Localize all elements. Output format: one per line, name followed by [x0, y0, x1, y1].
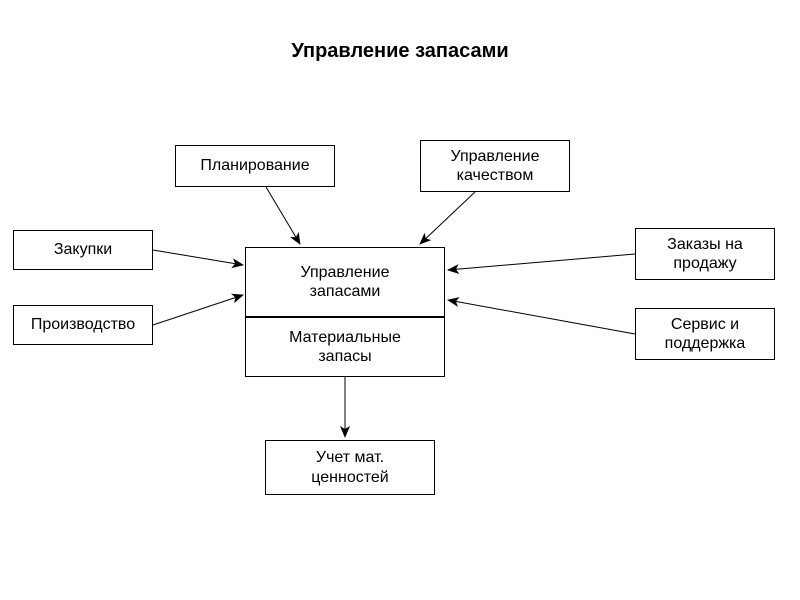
- node-planning: Планирование: [175, 145, 335, 187]
- edge-purchase: [153, 250, 243, 265]
- edge-planning: [266, 187, 300, 244]
- edge-service: [448, 300, 635, 334]
- node-center_top: Управлениезапасами: [245, 247, 445, 317]
- diagram-title: Управление запасами: [0, 40, 800, 63]
- edge-orders: [448, 254, 635, 270]
- node-center_bot: Материальныезапасы: [245, 317, 445, 377]
- node-production: Производство: [13, 305, 153, 345]
- node-purchase: Закупки: [13, 230, 153, 270]
- node-service: Сервис иподдержка: [635, 308, 775, 360]
- node-quality: Управлениекачеством: [420, 140, 570, 192]
- edge-production: [153, 295, 243, 325]
- edge-quality: [420, 192, 475, 244]
- node-orders: Заказы напродажу: [635, 228, 775, 280]
- node-accounting: Учет мат.ценностей: [265, 440, 435, 495]
